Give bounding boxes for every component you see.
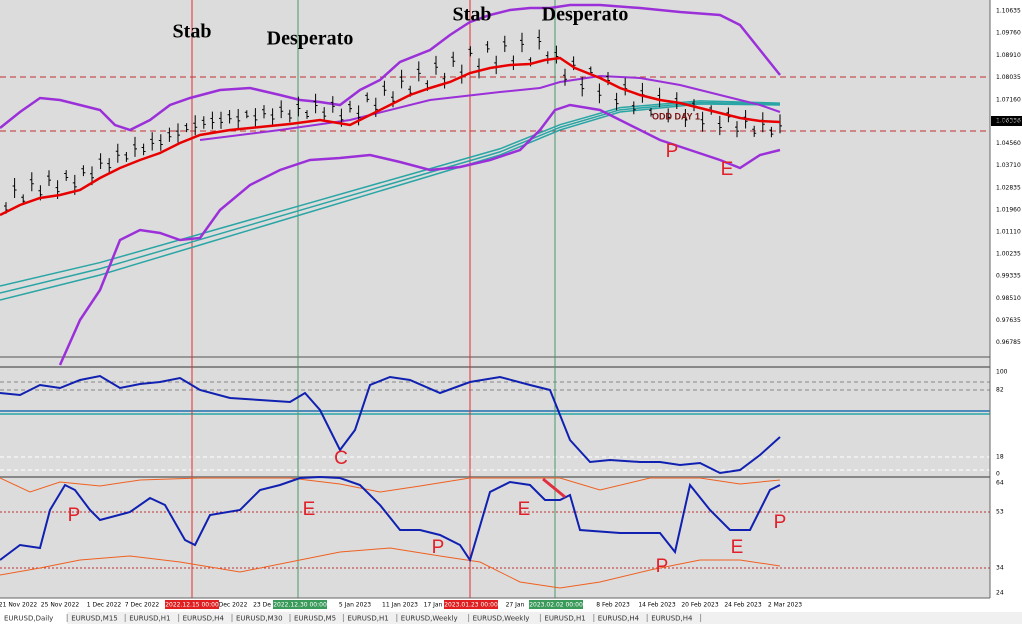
date-label: 2022.12.30 00:00 <box>273 602 327 609</box>
price-label: 1.06336 <box>996 118 1021 125</box>
annotation: E <box>731 537 744 558</box>
oscillator-band <box>0 547 781 589</box>
tab[interactable]: EURUSD,Weekly <box>401 615 458 623</box>
annotation: Desperato <box>542 4 629 26</box>
indicator-label: 82 <box>996 387 1004 394</box>
indicator-label: 64 <box>996 480 1004 487</box>
annotation: E <box>303 499 316 520</box>
annotation: E <box>518 499 531 520</box>
date-label: 2023.01.23 00:00 <box>444 602 498 609</box>
tab[interactable]: EURUSD,H4 <box>651 615 693 623</box>
axis-background <box>990 0 1022 612</box>
date-label: 20 Feb 2023 <box>681 602 719 609</box>
active-tab <box>0 612 68 624</box>
date-marker-box <box>165 600 219 609</box>
annotation: C <box>334 448 348 469</box>
tab[interactable]: EURUSD,Weekly <box>473 615 530 623</box>
tab[interactable]: EURUSD,H1 <box>129 615 170 623</box>
annotation: ODD DAY 1 <box>652 111 700 121</box>
indicator-label: 100 <box>996 369 1008 376</box>
price-label: 1.01960 <box>996 206 1021 213</box>
date-marker-box <box>444 600 498 609</box>
price-label: 1.09760 <box>996 30 1021 37</box>
indicator-label: 18 <box>996 454 1004 461</box>
price-label: 0.99335 <box>996 273 1021 280</box>
price-label: 1.01110 <box>996 229 1021 236</box>
date-label: 8 Feb 2023 <box>596 602 630 609</box>
price-label: 1.00235 <box>996 251 1021 258</box>
chart-background <box>0 0 990 598</box>
tab[interactable]: EURUSD,Daily <box>4 615 53 623</box>
current-price-box <box>991 116 1022 126</box>
tab[interactable]: EURUSD,M5 <box>294 615 336 623</box>
date-label: 27 Jan <box>506 602 525 609</box>
panel-separator <box>0 476 990 478</box>
tab[interactable]: EURUSD,H4 <box>598 615 640 623</box>
price-label: 1.08035 <box>996 74 1021 81</box>
price-label: 0.96785 <box>996 339 1021 346</box>
annotation: P <box>68 505 81 526</box>
price-label: 1.05435 <box>996 118 1021 125</box>
annotation: P <box>656 556 669 577</box>
oscillator-band <box>0 477 781 493</box>
band-upper <box>0 3 781 132</box>
date-label: 17 Jan <box>424 602 443 609</box>
annotation: Stab <box>453 4 492 26</box>
tab[interactable]: EURUSD,H1 <box>347 615 388 623</box>
date-label: 5 Jan 2023 <box>339 602 371 609</box>
date-marker-box <box>273 600 327 609</box>
indicator-label: 53 <box>996 509 1004 516</box>
annotation: Stab <box>173 21 212 43</box>
annotation: E <box>721 159 734 180</box>
date-label: 2023.02.02 00:00 <box>529 602 583 609</box>
indicator-label: 34 <box>996 565 1004 572</box>
indicator-label: 24 <box>996 590 1004 597</box>
price-label: 1.03710 <box>996 162 1021 169</box>
moving-average-red <box>0 56 781 217</box>
tab[interactable]: EURUSD,H4 <box>183 615 225 623</box>
panel-separator <box>0 366 990 368</box>
annotation: P <box>774 512 787 533</box>
date-label: 23 De <box>253 602 271 609</box>
price-label: 0.98510 <box>996 295 1021 302</box>
price-label: 0.97635 <box>996 317 1021 324</box>
price-label: 1.10635 <box>996 8 1021 15</box>
date-label: Dec 2022 <box>219 602 248 609</box>
band-middle <box>199 74 781 141</box>
date-label: 1 Dec 2022 <box>87 602 122 609</box>
annotation: P <box>666 141 679 162</box>
date-label: 25 Nov 2022 <box>41 602 80 609</box>
tab[interactable]: EURUSD,M15 <box>71 615 118 623</box>
indicator-label: 0 <box>996 471 1000 478</box>
oscillator-line <box>0 374 781 475</box>
date-label: 2 Mar 2023 <box>768 602 802 609</box>
date-marker-box <box>529 600 583 609</box>
price-label: 1.07160 <box>996 96 1021 103</box>
date-label: 24 Feb 2023 <box>724 602 762 609</box>
trend-line <box>542 477 566 499</box>
price-label: 1.04560 <box>996 140 1021 147</box>
annotation: Desperato <box>267 28 354 50</box>
price-label: 1.08910 <box>996 52 1021 59</box>
band-lower <box>58 103 781 366</box>
date-label: 14 Feb 2023 <box>638 602 676 609</box>
annotation: P <box>432 537 445 558</box>
tab[interactable]: EURUSD,H1 <box>544 615 585 623</box>
date-label: 21 Nov 2022 <box>0 602 37 609</box>
price-label: 1.02835 <box>996 184 1021 191</box>
tab-bar <box>0 612 1022 624</box>
date-label: 2022.12.15 00:00 <box>165 602 219 609</box>
oscillator-line <box>0 475 781 563</box>
tab[interactable]: EURUSD,M30 <box>236 615 283 623</box>
date-label: 7 Dec 2022 <box>125 602 160 609</box>
date-label: 11 Jan 2023 <box>382 602 418 609</box>
moving-average <box>0 103 781 301</box>
